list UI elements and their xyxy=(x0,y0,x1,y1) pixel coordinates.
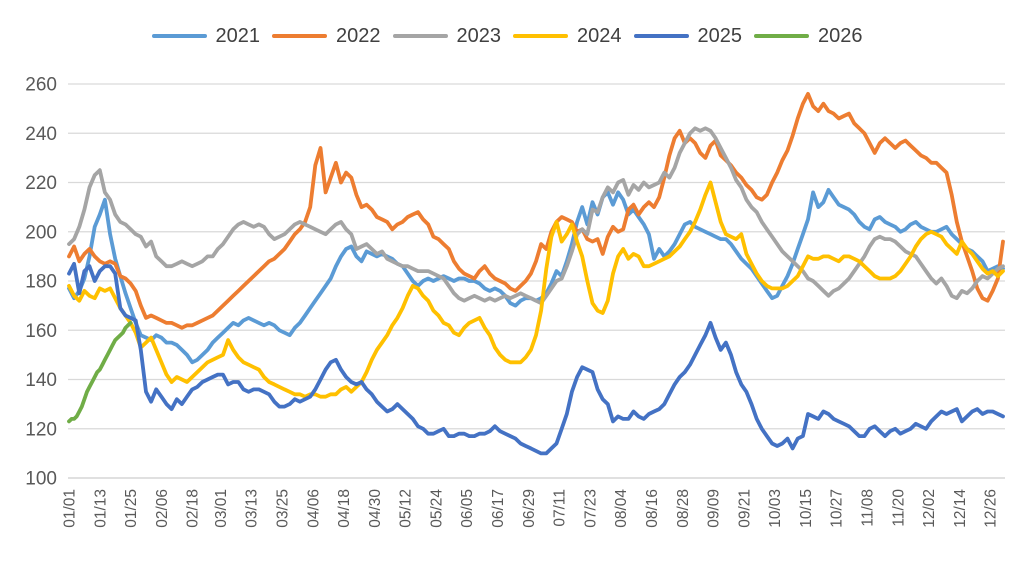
legend-swatch-2022 xyxy=(272,33,327,39)
y-tick-label: 180 xyxy=(25,272,57,293)
y-tick-label: 120 xyxy=(25,419,57,440)
series-line-2022 xyxy=(67,92,1005,330)
legend-swatch-2025 xyxy=(633,33,689,39)
legend-label: 2025 xyxy=(697,25,743,47)
y-tick-label: 220 xyxy=(25,173,57,194)
x-tick-label: 02/18 xyxy=(185,489,202,528)
x-tick-label: 06/05 xyxy=(459,489,476,528)
legend-swatch-2026 xyxy=(754,33,809,39)
x-tick-label: 03/25 xyxy=(274,489,291,528)
x-tick-label: 11/08 xyxy=(860,489,877,527)
legend-swatch-2024 xyxy=(513,33,568,39)
series-line-2025 xyxy=(67,261,1005,456)
legend-item-2021: 2021 xyxy=(151,25,261,47)
legend: 2021 2022 2023 2024 2025 2026 xyxy=(0,26,1014,46)
x-tick-label: 07/23 xyxy=(582,489,599,528)
x-tick-label: 03/01 xyxy=(213,489,230,528)
x-tick-label: 03/13 xyxy=(244,489,261,528)
x-tick-label: 12/02 xyxy=(921,489,938,528)
legend-item-2025: 2025 xyxy=(633,25,743,47)
x-tick-label: 10/03 xyxy=(767,489,784,528)
legend-label: 2026 xyxy=(818,25,863,47)
legend-label: 2024 xyxy=(577,25,622,47)
x-tick-label: 01/25 xyxy=(123,489,140,528)
x-tick-label: 10/27 xyxy=(829,489,846,528)
x-tick-label: 08/04 xyxy=(613,489,630,528)
x-tick-label: 04/06 xyxy=(305,489,322,528)
legend-item-2023: 2023 xyxy=(392,25,502,47)
x-tick-label: 09/09 xyxy=(706,489,723,528)
x-tick-label: 04/30 xyxy=(367,489,384,528)
x-tick-label: 05/12 xyxy=(398,489,415,528)
legend-swatch-2023 xyxy=(392,33,448,39)
legend-item-2022: 2022 xyxy=(272,26,381,46)
x-tick-label: 10/15 xyxy=(798,489,815,528)
x-tick-label: 09/21 xyxy=(736,489,753,528)
x-tick-label: 04/18 xyxy=(336,489,353,528)
legend-item-2026: 2026 xyxy=(754,26,863,46)
x-tick-label: 11/20 xyxy=(890,489,907,527)
x-tick-label: 08/28 xyxy=(675,489,692,528)
legend-item-2024: 2024 xyxy=(513,26,622,46)
series-line-2023 xyxy=(67,126,1005,306)
legend-label: 2022 xyxy=(336,25,381,47)
x-tick-label: 06/17 xyxy=(490,489,507,528)
legend-swatch-2021 xyxy=(151,33,207,39)
y-tick-label: 100 xyxy=(25,469,57,490)
y-tick-label: 160 xyxy=(25,321,57,342)
y-tick-label: 200 xyxy=(25,222,57,243)
legend-label: 2023 xyxy=(456,25,502,47)
x-tick-label: 06/29 xyxy=(521,489,538,528)
legend-label: 2021 xyxy=(215,25,261,47)
x-tick-label: 05/24 xyxy=(428,489,445,528)
x-tick-label: 08/16 xyxy=(644,489,661,528)
series-line-2026 xyxy=(67,320,133,424)
x-tick-label: 12/26 xyxy=(983,489,1000,528)
x-tick-label: 02/06 xyxy=(154,489,171,528)
y-tick-label: 260 xyxy=(25,75,57,96)
series-line-2024 xyxy=(67,180,1005,399)
x-tick-label: 07/11 xyxy=(552,489,569,527)
x-tick-label: 01/13 xyxy=(92,489,109,528)
y-tick-label: 140 xyxy=(25,370,57,391)
x-tick-label: 12/14 xyxy=(952,489,969,528)
x-tick-label: 01/01 xyxy=(62,489,79,528)
y-tick-label: 240 xyxy=(25,124,57,145)
